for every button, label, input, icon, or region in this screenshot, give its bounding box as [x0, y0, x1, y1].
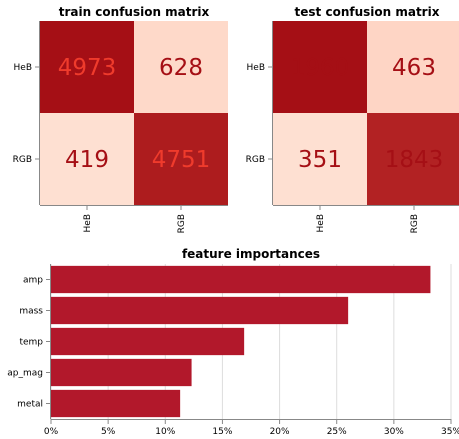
- matrix-title: train confusion matrix: [59, 5, 210, 19]
- matrix-cell: [367, 21, 459, 113]
- x-tick-label: HeB: [316, 214, 326, 232]
- y-tick-label: HeB: [247, 63, 265, 73]
- train-confusion-matrix: train confusion matrix 4973 628 419 4751 HeB R…: [13, 5, 228, 233]
- bar: [51, 389, 181, 418]
- matrix-cell-label: 419: [65, 147, 109, 173]
- bar: [51, 327, 245, 356]
- matrix-cell-label: 463: [392, 55, 436, 81]
- y-tick-label: HeB: [14, 63, 32, 73]
- chart-title: feature importances: [182, 247, 320, 261]
- feature-importances-chart: feature importances 0% 5% 10% 15% 20% 25% 30% 35…: [7, 247, 459, 437]
- x-tick-label: 10%: [155, 427, 175, 437]
- matrix-cell: [367, 113, 459, 205]
- matrix-title: test confusion matrix: [295, 5, 440, 19]
- test-confusion-matrix: test confusion matrix 1960 463 351 1843 HeB RG…: [246, 5, 459, 233]
- x-tick-label: 5%: [101, 427, 116, 437]
- matrix-cell-label: 628: [159, 55, 203, 81]
- x-tick-label: 0%: [44, 427, 59, 437]
- matrix-cell-label: 1960: [291, 55, 350, 81]
- x-tick-label: 30%: [384, 427, 404, 437]
- y-tick-label: metal: [17, 400, 43, 410]
- matrix-cell: [273, 113, 367, 205]
- y-tick-label: temp: [19, 338, 43, 348]
- bar: [51, 358, 192, 387]
- y-tick-label: amp: [23, 276, 43, 286]
- matrix-cell: [134, 21, 228, 113]
- bar: [51, 296, 349, 325]
- x-tick-label: 20%: [270, 427, 290, 437]
- x-tick-label: 25%: [327, 427, 347, 437]
- y-tick-label: ap_mag: [7, 369, 43, 379]
- x-tick-label: 35%: [441, 427, 459, 437]
- x-tick-label: RGB: [177, 214, 187, 233]
- matrix-cell-label: 4751: [152, 147, 211, 173]
- matrix-cell-label: 4973: [58, 55, 117, 81]
- bar: [51, 265, 431, 294]
- matrix-cell: [273, 21, 367, 113]
- matrix-cell-label: 1843: [385, 147, 444, 173]
- matrix-cell: [134, 113, 228, 205]
- matrix-cell: [40, 21, 134, 113]
- matrix-cell-label: 351: [298, 147, 342, 173]
- y-tick-label: RGB: [13, 155, 32, 165]
- x-tick-label: 15%: [212, 427, 232, 437]
- y-tick-label: RGB: [246, 155, 265, 165]
- x-tick-label: RGB: [410, 214, 420, 233]
- x-tick-label: HeB: [83, 214, 93, 232]
- matrix-cell: [40, 113, 134, 205]
- y-tick-label: mass: [19, 307, 43, 317]
